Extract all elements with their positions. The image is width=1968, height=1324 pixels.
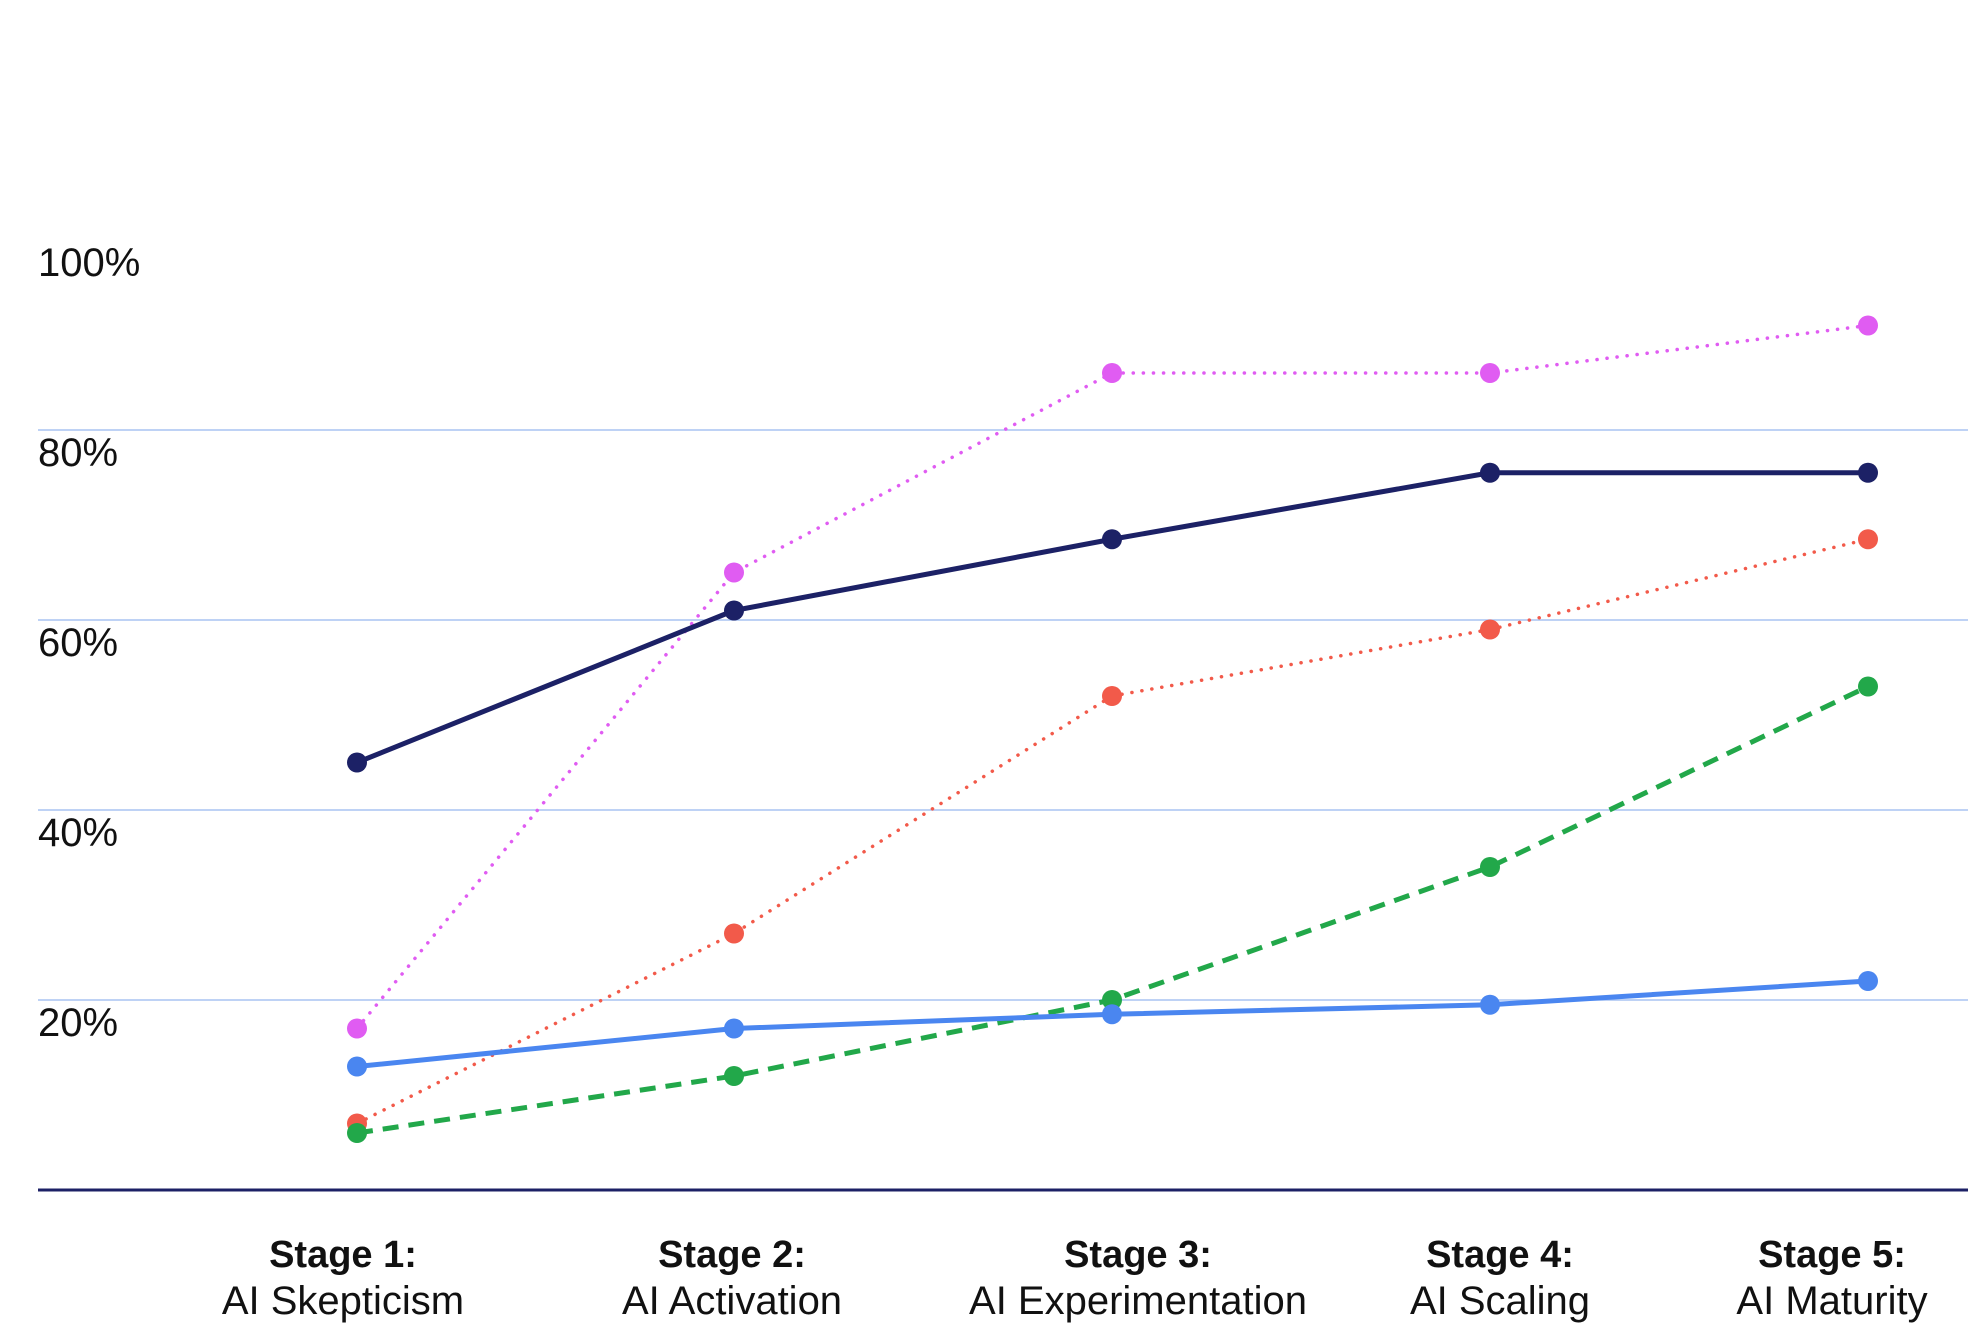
x-category-label-name: AI Maturity [1736, 1279, 1927, 1323]
data-point [347, 752, 367, 773]
data-point [724, 1066, 744, 1086]
data-point [1480, 462, 1500, 483]
x-category-label-name: AI Activation [622, 1279, 842, 1323]
series-line [356, 470, 1868, 765]
series-line [355, 323, 1870, 1031]
data-point [1480, 857, 1500, 877]
data-point [1858, 315, 1878, 336]
y-tick-label: 100% [38, 241, 140, 285]
gridlines [38, 429, 1968, 1001]
series-4 [347, 971, 1878, 1077]
data-point [1102, 990, 1122, 1010]
data-point [1480, 363, 1500, 383]
data-point [1858, 462, 1878, 483]
data-point [1858, 529, 1878, 550]
data-series [347, 315, 1878, 1143]
x-category-label-name: AI Skepticism [222, 1279, 464, 1323]
x-category-label-name: AI Experimentation [969, 1279, 1307, 1323]
data-point [1102, 529, 1122, 550]
x-category-label-stage: Stage 2: [658, 1234, 806, 1276]
data-point [724, 1018, 744, 1039]
series-line [355, 537, 1870, 1126]
y-axis-tick-labels: 20% 40% 60% 80% 100% [38, 241, 140, 1045]
data-point [1480, 994, 1500, 1015]
data-point [1858, 971, 1878, 991]
y-tick-label: 40% [38, 811, 118, 855]
x-category-label-name: AI Scaling [1410, 1279, 1590, 1323]
x-category-label-stage: Stage 4: [1426, 1234, 1574, 1276]
y-tick-label: 80% [38, 431, 118, 475]
data-point [724, 562, 744, 583]
data-point [347, 1056, 367, 1077]
data-point [1480, 619, 1500, 640]
data-point [1858, 676, 1878, 697]
series-line [356, 684, 1870, 1136]
y-tick-label: 20% [38, 1001, 118, 1045]
y-tick-label: 60% [38, 621, 118, 665]
data-point [1102, 1004, 1122, 1025]
series-0 [347, 315, 1878, 1039]
data-point [1102, 686, 1122, 706]
x-category-label-stage: Stage 3: [1064, 1234, 1212, 1276]
series-1 [347, 462, 1878, 773]
data-point [724, 923, 744, 944]
data-point [1102, 363, 1122, 383]
x-axis-category-labels: Stage 1:AI Skepticism Stage 2:AI Activati… [222, 1234, 1928, 1323]
series-2 [347, 529, 1878, 1134]
x-category-label-stage: Stage 1: [269, 1234, 417, 1276]
series-3 [347, 676, 1878, 1143]
data-point [347, 1018, 367, 1039]
x-category-label-stage: Stage 5: [1758, 1234, 1906, 1276]
data-point [347, 1123, 367, 1143]
data-point [724, 600, 744, 621]
